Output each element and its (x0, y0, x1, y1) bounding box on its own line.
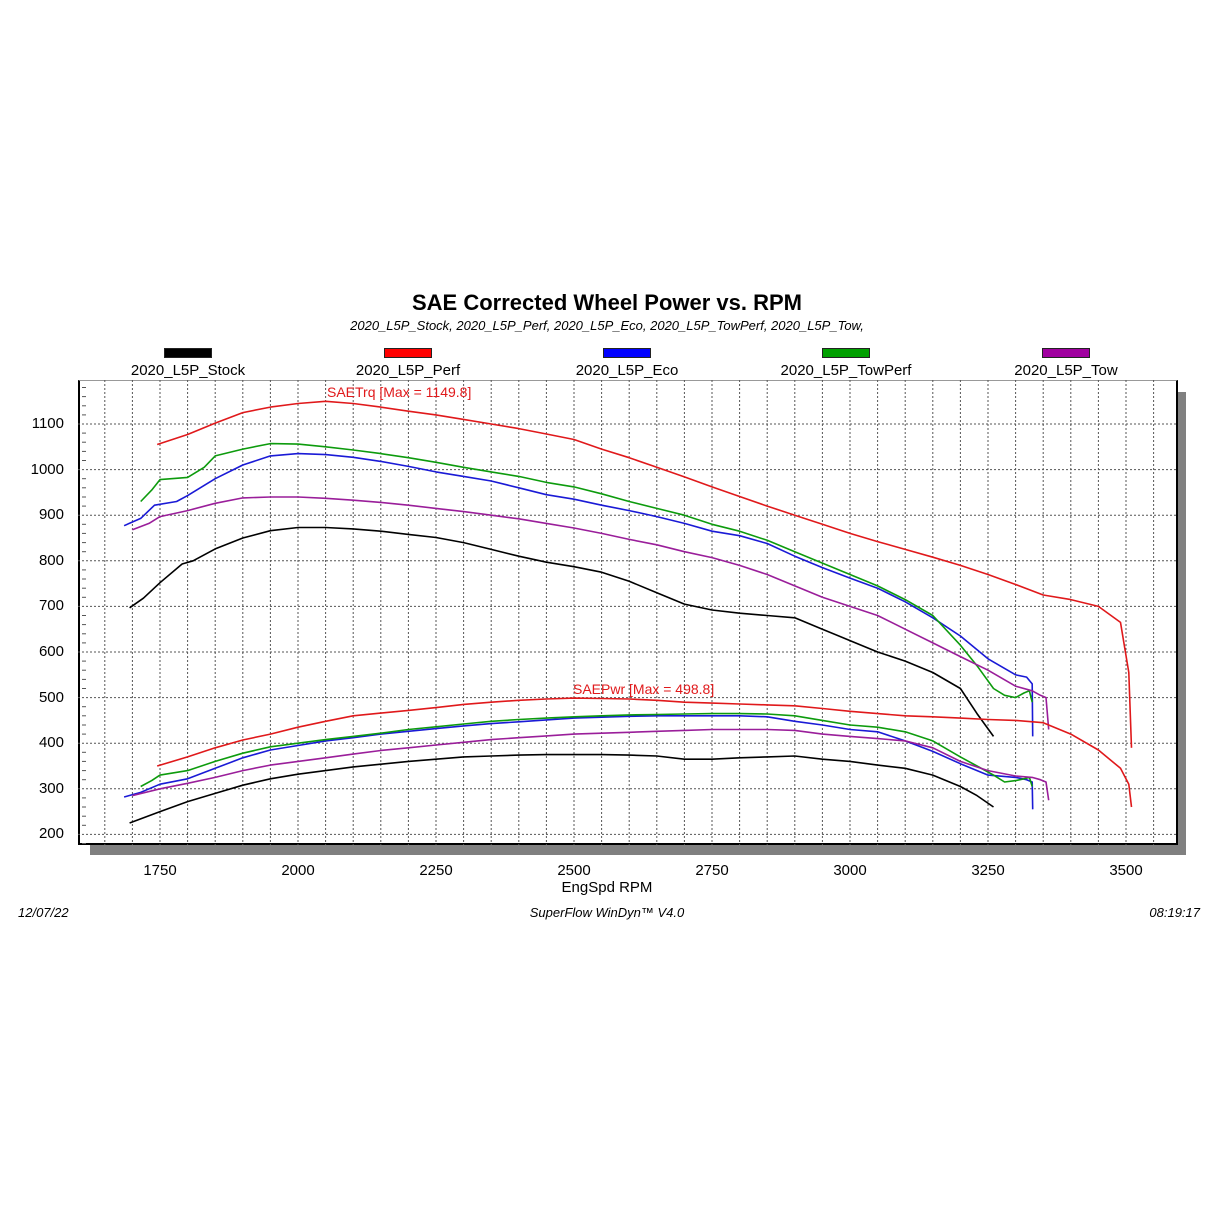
legend-label: 2020_L5P_Stock (130, 362, 246, 379)
series-line (129, 753, 994, 824)
y-tick-label: 500 (38, 688, 64, 706)
series-line (123, 452, 1034, 737)
legend-label: 2020_L5P_TowPerf (780, 362, 912, 379)
chart-subtitle: 2020_L5P_Stock, 2020_L5P_Perf, 2020_L5P_… (350, 318, 864, 333)
series-line (132, 728, 1050, 801)
legend-swatch (384, 348, 432, 358)
y-tick-label: 200 (38, 825, 64, 843)
x-tick-label: 1750 (143, 862, 177, 879)
legend-item: 2020_L5P_Perf (308, 348, 508, 379)
legend-item: 2020_L5P_Tow (966, 348, 1166, 379)
y-tick-label: 900 (38, 506, 64, 524)
y-tick-label: 700 (38, 597, 64, 615)
torque-max-annotation: SAETrq [Max = 1149.8] (327, 384, 472, 400)
x-tick-label: 2750 (695, 862, 729, 879)
x-tick-label: 2500 (557, 862, 591, 879)
legend-swatch (822, 348, 870, 358)
x-tick-label: 3500 (1109, 862, 1143, 879)
y-tick-label: 600 (38, 643, 64, 660)
series-line (129, 526, 995, 737)
legend-item: 2020_L5P_Eco (527, 348, 727, 379)
legend-label: 2020_L5P_Eco (575, 362, 679, 379)
x-axis-label: EngSpd RPM (561, 879, 653, 896)
legend-swatch (1042, 348, 1090, 358)
y-tick-label: 1000 (30, 460, 64, 478)
y-tick-label: 300 (38, 779, 64, 797)
x-tick-label: 2250 (419, 862, 453, 879)
series-line (156, 697, 1133, 808)
series-line (132, 496, 1050, 730)
legend-item: 2020_L5P_Stock (88, 348, 288, 379)
footer-software: SuperFlow WinDyn™ V4.0 (529, 905, 685, 920)
power-max-annotation: SAEPwr [Max = 498.8] (573, 681, 715, 697)
x-tick-label: 3000 (833, 862, 867, 879)
plot-svg (78, 380, 1178, 845)
series-line (123, 714, 1034, 810)
series-line (156, 400, 1133, 748)
legend-swatch (603, 348, 651, 358)
footer-time: 08:19:17 (1149, 905, 1200, 920)
x-tick-label: 3250 (971, 862, 1005, 879)
x-tick-label: 2000 (281, 862, 315, 879)
footer-date: 12/07/22 (18, 905, 69, 920)
legend-item: 2020_L5P_TowPerf (746, 348, 946, 379)
legend-swatch (164, 348, 212, 358)
legend-label: 2020_L5P_Tow (1014, 362, 1118, 379)
y-tick-label: 800 (38, 551, 64, 569)
chart-title: SAE Corrected Wheel Power vs. RPM (412, 290, 802, 315)
y-tick-label: 400 (38, 734, 64, 752)
legend-label: 2020_L5P_Perf (355, 362, 461, 379)
series-line (140, 712, 1033, 788)
series-line (140, 442, 1033, 703)
y-tick-label: 1100 (31, 415, 64, 432)
